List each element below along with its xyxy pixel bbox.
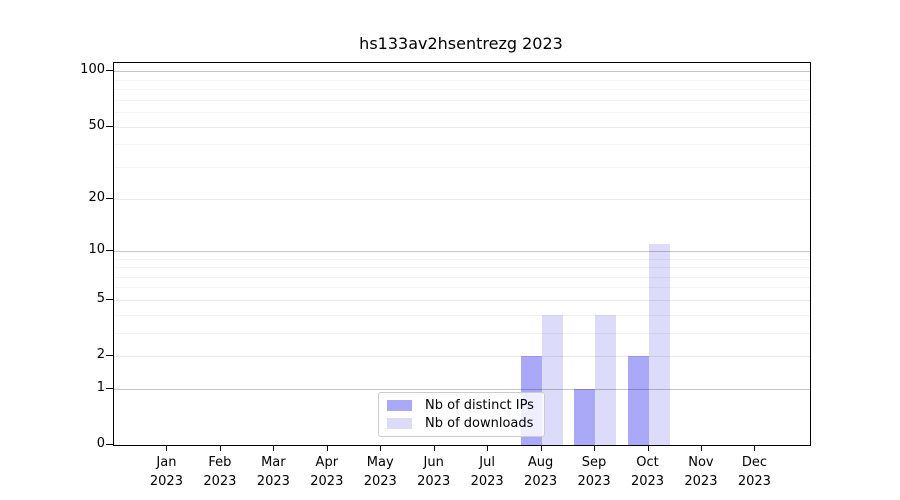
minor-gridline-y-80 [114,89,810,91]
gridline-y-20 [114,198,810,200]
y-tick-label-50: 50 [88,117,105,133]
legend: Nb of distinct IPs Nb of downloads [378,392,545,437]
y-tick-10 [106,249,113,251]
minor-gridline-y-90 [114,79,810,81]
x-tick-label-mar: Mar 2023 [256,455,290,489]
y-tick-label-0: 0 [96,436,105,451]
minor-gridline-y-60 [114,112,810,114]
chart-title: hs133av2hsentrezg 2023 [359,34,563,53]
y-tick-label-10: 10 [88,241,105,257]
x-tick-label-may: May 2023 [363,455,397,489]
plot-area [113,62,811,446]
x-tick-label-oct: Oct 2023 [630,455,665,489]
minor-gridline-y-7 [114,276,810,278]
distinct-ips-swatch-icon [387,400,412,411]
x-tick-may [380,445,382,451]
y-tick-20 [106,197,113,199]
y-tick-5 [106,298,113,300]
x-tick-label-aug: Aug 2023 [524,455,558,489]
bar-oct-downloads [648,243,670,445]
gridline-y-5 [114,299,810,301]
x-tick-jul [487,445,489,451]
x-tick-label-nov: Nov 2023 [684,455,718,489]
minor-gridline-y-30 [114,167,810,168]
x-tick-oct [647,445,649,451]
x-tick-label-jul: Jul 2023 [470,455,504,489]
y-tick-label-5: 5 [96,290,105,306]
x-tick-label-jan: Jan 2023 [149,455,183,489]
bar-oct-ips [627,356,649,445]
gridline-y-1 [114,388,810,390]
y-tick-2 [106,355,113,357]
x-tick-apr [326,445,328,451]
minor-gridline-y-4 [114,314,810,316]
gridline-y-2 [114,356,810,358]
y-tick-100 [106,70,113,72]
legend-label-distinct-ips: Nb of distinct IPs [425,398,534,413]
minor-gridline-y-40 [114,144,810,146]
y-tick-label-100: 100 [80,62,105,78]
legend-item-downloads: Nb of downloads [387,416,536,431]
downloads-swatch-icon [387,418,412,429]
minor-gridline-y-9 [114,258,810,260]
minor-gridline-y-70 [114,99,810,101]
x-tick-label-sep: Sep 2023 [577,455,611,489]
x-tick-label-jun: Jun 2023 [417,455,451,489]
x-tick-label-feb: Feb 2023 [203,455,237,489]
x-tick-nov [700,445,702,451]
legend-item-distinct-ips: Nb of distinct IPs [387,398,536,413]
y-tick-label-2: 2 [96,347,105,363]
minor-gridline-y-8 [114,267,810,269]
x-tick-aug [540,445,542,451]
gridline-y-50 [114,126,810,128]
x-tick-sep [594,445,596,451]
x-tick-label-dec: Dec 2023 [737,455,771,489]
minor-gridline-y-6 [114,287,810,289]
x-tick-jan [166,445,168,451]
gridline-y-10 [114,250,810,252]
gridline-y-100 [114,71,810,73]
y-tick-label-1: 1 [96,379,105,395]
bar-sep-ips [574,388,596,445]
y-tick-0 [106,444,113,445]
bar-aug-downloads [541,314,563,445]
legend-label-downloads: Nb of downloads [425,416,534,431]
minor-gridline-y-3 [114,332,810,334]
x-tick-dec [754,445,756,451]
y-tick-label-20: 20 [88,189,105,205]
x-tick-feb [219,445,221,451]
x-tick-label-apr: Apr 2023 [310,455,344,489]
y-tick-1 [106,387,113,389]
x-tick-mar [273,445,275,451]
y-tick-50 [106,125,113,127]
x-tick-jun [433,445,435,451]
bar-sep-downloads [595,314,617,445]
